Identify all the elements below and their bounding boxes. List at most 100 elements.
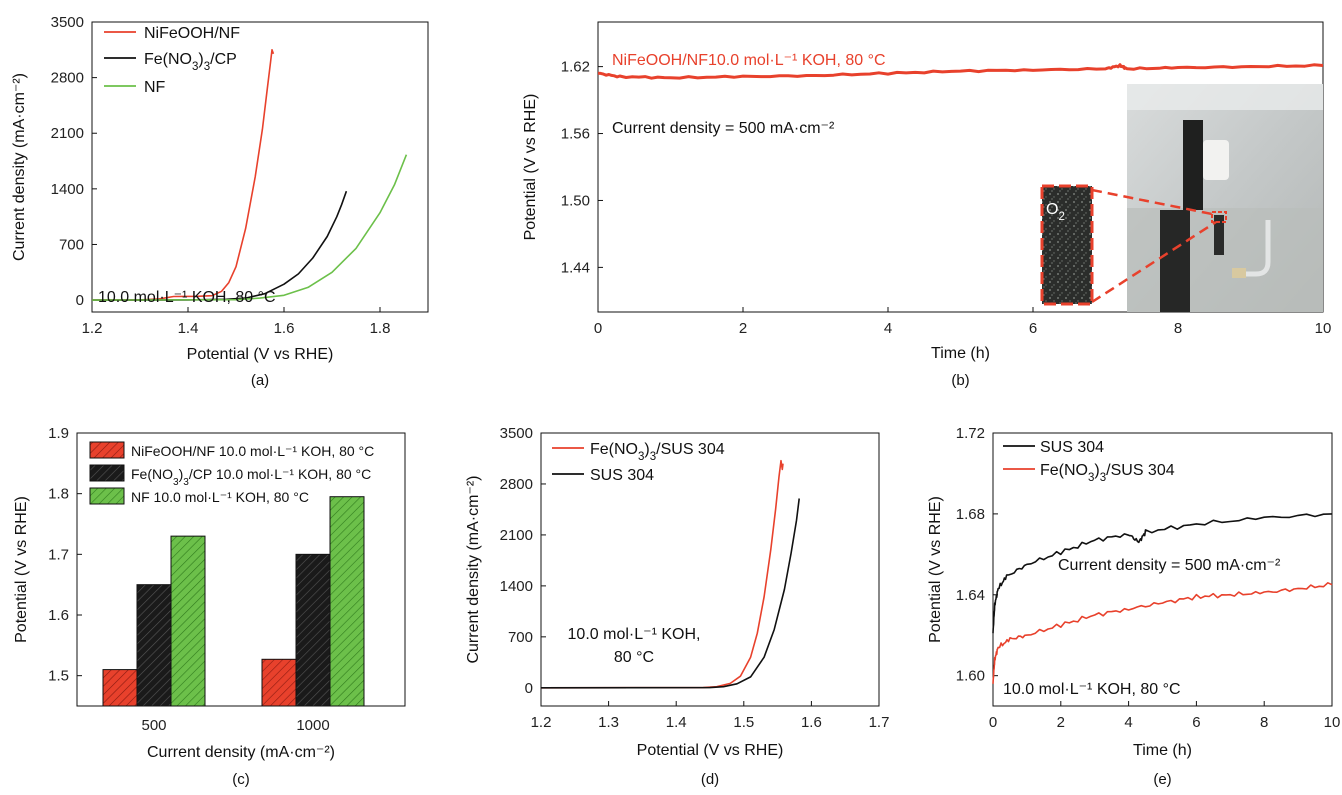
panel-c-caption: (c) — [232, 771, 250, 788]
panel-d-ylabel: Current density (mA·cm⁻²) — [465, 475, 482, 663]
panel-d-plot-area — [540, 432, 880, 707]
panel-c-bar-500-green — [170, 535, 206, 707]
panel-d-ytick-0: 0 — [525, 680, 533, 697]
panel-e-caption: (e) — [1153, 771, 1171, 788]
panel-c-legend-label-green: NF 10.0 mol·L⁻¹ KOH, 80 °C — [131, 489, 309, 505]
panel-d-xtick-1.5: 1.5 — [733, 714, 754, 731]
panel-c-xlabel: Current density (mA·cm⁻²) — [147, 744, 335, 761]
panel-a-legend-label-green: NF — [144, 79, 166, 96]
panel-b-xtick-8: 8 — [1174, 320, 1182, 337]
panel-b-inset-photo: O2 — [1040, 84, 1323, 312]
panel-d-xtick-1.6: 1.6 — [801, 714, 822, 731]
panel-d-series-black — [540, 498, 800, 689]
panel-a-xtick-1.6: 1.6 — [274, 320, 295, 337]
panel-c-legend-swatch-black — [89, 464, 125, 482]
panel-c-plot-area — [76, 432, 406, 707]
panel-a-xtick-1.8: 1.8 — [370, 320, 391, 337]
panel-d-ytick-2800: 2800 — [500, 476, 533, 493]
panel-b-title: NiFeOOH/NF10.0 mol·L⁻¹ KOH, 80 °C — [612, 52, 886, 69]
panel-a-plot-area — [91, 21, 429, 313]
panel-d-xlabel: Potential (V vs RHE) — [637, 742, 784, 759]
panel-d-ytick-3500: 3500 — [500, 425, 533, 442]
panel-c-legend-label-black: Fe(NO3)3/CP 10.0 mol·L⁻¹ KOH, 80 °C — [131, 466, 371, 488]
panel-e-xtick-4: 4 — [1124, 714, 1132, 731]
panel-a-ylabel: Current density (mA·cm⁻²) — [11, 73, 28, 261]
panel-d-xtick-1.3: 1.3 — [598, 714, 619, 731]
panel-d-series-red — [540, 459, 784, 689]
panel-c-bar-1000-green — [329, 496, 365, 707]
panel-e-xtick-10: 10 — [1324, 714, 1341, 731]
panel-e-legend-label-red: Fe(NO3)3/SUS 304 — [1040, 462, 1175, 484]
panel-a-series-red — [91, 49, 275, 301]
panel-a-xtick-1.2: 1.2 — [82, 320, 103, 337]
panel-b: 0 2 4 6 8 10 1.44 1.50 1.56 1.62 NiFeOOH/NF10.0 mo… — [522, 21, 1331, 389]
panel-b-annotation: Current density = 500 mA·cm⁻² — [612, 120, 835, 137]
reference-tip — [1232, 268, 1246, 278]
panel-d-ytick-2100: 2100 — [500, 527, 533, 544]
panel-e-xtick-6: 6 — [1192, 714, 1200, 731]
panel-e-xtick-8: 8 — [1260, 714, 1268, 731]
panel-a-legend-label-red: NiFeOOH/NF — [144, 25, 240, 42]
panel-e-annotation-2: 10.0 mol·L⁻¹ KOH, 80 °C — [1003, 681, 1181, 698]
panel-d-ytick-700: 700 — [508, 629, 533, 646]
panel-b-ytick-1.44: 1.44 — [561, 259, 590, 276]
panel-a-ytick-0: 0 — [76, 292, 84, 309]
panel-d-caption: (d) — [701, 771, 719, 788]
panel-a-ytick-1400: 1400 — [51, 181, 84, 198]
electrode-upper — [1183, 120, 1203, 210]
panel-a-caption: (a) — [251, 372, 269, 389]
panel-b-xtick-4: 4 — [884, 320, 892, 337]
panel-e-xtick-2: 2 — [1057, 714, 1065, 731]
panel-b-inset-label: O2 — [1046, 201, 1065, 223]
panel-c: 1.5 1.6 1.7 1.8 1.9 500 1000 NiFeOOH/NF 10.0 mo… — [13, 425, 406, 788]
panel-b-ytick-1.50: 1.50 — [561, 192, 590, 209]
panel-a-xlabel: Potential (V vs RHE) — [187, 346, 334, 363]
panel-d-legend-label-red: Fe(NO3)3/SUS 304 — [590, 441, 725, 463]
panel-c-legend-label-red: NiFeOOH/NF 10.0 mol·L⁻¹ KOH, 80 °C — [131, 443, 374, 459]
panel-b-caption: (b) — [951, 372, 969, 389]
panel-a-ytick-2800: 2800 — [51, 70, 84, 87]
panel-c-xtick-500: 500 — [141, 717, 166, 734]
panel-c-ytick-1.9: 1.9 — [48, 425, 69, 442]
panel-d-xtick-1.2: 1.2 — [531, 714, 552, 731]
panel-c-bar-1000-black — [295, 553, 331, 707]
panel-e-xtick-0: 0 — [989, 714, 997, 731]
panel-e-ytick-1.60: 1.60 — [956, 668, 985, 685]
panel-a-ytick-700: 700 — [59, 236, 84, 253]
panel-c-ytick-1.6: 1.6 — [48, 607, 69, 624]
panel-c-ytick-1.5: 1.5 — [48, 668, 69, 685]
panel-a-ytick-2100: 2100 — [51, 125, 84, 142]
panel-a: 1.2 1.4 1.6 1.8 0 700 1400 2100 2800 3500 NiFeOOH/… — [11, 14, 429, 389]
panel-b-xtick-2: 2 — [739, 320, 747, 337]
panel-a-series-green — [91, 154, 408, 301]
panel-e: 0 2 4 6 8 10 1.60 1.64 1.68 1.72 SUS 304 Fe(NO3)3/S… — [927, 425, 1340, 788]
panel-e-ytick-1.72: 1.72 — [956, 425, 985, 442]
panel-a-series-black — [91, 190, 348, 301]
panel-d-annotation-line2: 80 °C — [614, 649, 654, 666]
panel-c-bar-500-black — [136, 584, 172, 707]
panel-c-ytick-1.7: 1.7 — [48, 546, 69, 563]
panel-e-series-red — [992, 582, 1333, 684]
panel-e-legend-label-black: SUS 304 — [1040, 439, 1104, 456]
panel-c-bar-500-red — [102, 669, 138, 707]
panel-b-xlabel: Time (h) — [931, 345, 990, 362]
panel-b-series-red — [597, 63, 1324, 80]
panel-b-ytick-1.62: 1.62 — [561, 59, 590, 76]
panel-e-ytick-1.64: 1.64 — [956, 587, 985, 604]
panel-a-annotation: 10.0 mol·L⁻¹ KOH, 80 °C — [98, 289, 276, 306]
panel-d-ytick-1400: 1400 — [500, 578, 533, 595]
panel-a-xtick-1.4: 1.4 — [178, 320, 199, 337]
panel-c-xtick-1000: 1000 — [296, 717, 329, 734]
panel-d-xtick-1.4: 1.4 — [666, 714, 687, 731]
panel-a-ytick-3500: 3500 — [51, 14, 84, 31]
electrode-clamp — [1203, 140, 1229, 180]
panel-c-bar-1000-red — [261, 658, 297, 707]
panel-d-annotation-line1: 10.0 mol·L⁻¹ KOH, — [568, 626, 701, 643]
panel-c-legend-swatch-green — [89, 487, 125, 505]
electrode-sample — [1214, 215, 1224, 255]
panel-b-ytick-1.56: 1.56 — [561, 126, 590, 143]
panel-b-xtick-6: 6 — [1029, 320, 1037, 337]
reference-tube — [1236, 220, 1271, 277]
panel-d: 1.2 1.3 1.4 1.5 1.6 1.7 0 700 1400 2100 2800 3500 Fe… — [465, 425, 889, 788]
